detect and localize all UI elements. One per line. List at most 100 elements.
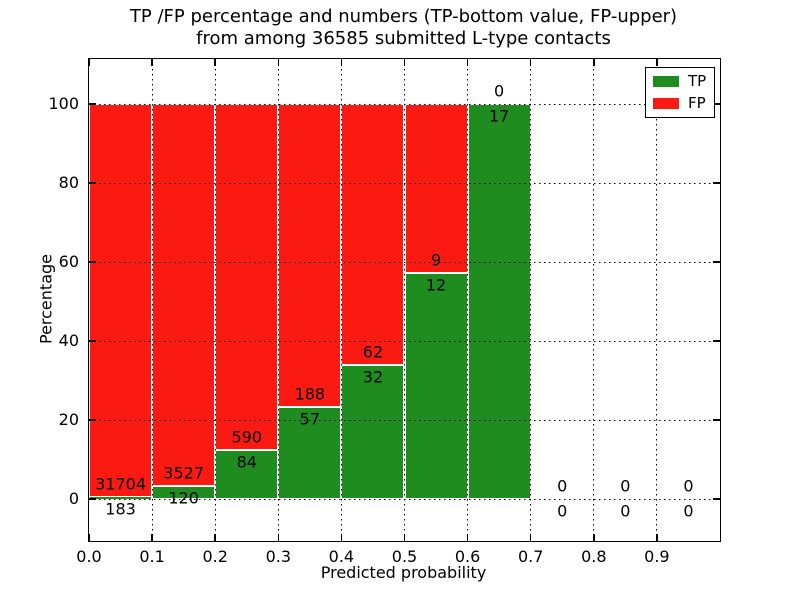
y-tick-mark-left (89, 498, 96, 500)
bar-tp-segment (215, 449, 279, 499)
chart-title: TP /FP percentage and numbers (TP-bottom… (88, 6, 719, 50)
gridline-vertical (151, 59, 153, 541)
x-tick-mark-top (214, 59, 216, 66)
gridline-vertical (530, 59, 532, 541)
x-tick-mark-bottom (214, 534, 216, 541)
y-tick-label: 0 (68, 489, 79, 508)
y-tick-mark-right (713, 498, 720, 500)
bar-fp-segment (152, 104, 216, 486)
fp-count-label: 0 (683, 476, 694, 496)
x-tick-mark-top (466, 59, 469, 66)
x-tick-label: 0.0 (76, 547, 102, 566)
tp-count-label: 0 (557, 501, 568, 521)
legend-label-tp: TP (688, 72, 707, 90)
bar-fp-segment (89, 104, 153, 497)
x-tick-label: 0.9 (644, 547, 670, 566)
bar-fp-segment (341, 104, 405, 365)
tp-count-label: 183 (105, 499, 136, 519)
y-tick-mark-right (713, 419, 720, 421)
y-tick-label: 100 (48, 94, 79, 113)
y-tick-label: 60 (58, 252, 79, 271)
y-tick-mark-right (713, 103, 720, 105)
fp-count-label: 0 (620, 476, 631, 496)
bar-fp-segment (404, 104, 468, 274)
gridline-vertical (277, 59, 279, 541)
x-tick-label: 0.2 (202, 547, 228, 566)
x-tick-label: 0.4 (328, 547, 355, 566)
y-tick-mark-left (89, 340, 96, 342)
x-tick-mark-bottom (151, 534, 153, 541)
y-tick-mark-right (713, 340, 720, 342)
tp-count-label: 57 (299, 409, 321, 429)
tp-count-label: 120 (168, 488, 199, 508)
fp-count-label: 590 (231, 427, 263, 447)
x-tick-label: 0.1 (139, 547, 165, 566)
tp-count-label: 32 (362, 367, 384, 387)
fp-count-label: 62 (362, 342, 384, 362)
tp-count-label: 17 (488, 106, 510, 126)
y-tick-mark-left (89, 419, 96, 421)
legend-swatch-tp (653, 76, 679, 87)
y-tick-label: 80 (58, 173, 79, 192)
fp-count-label: 0 (557, 476, 568, 496)
x-tick-mark-top (88, 59, 90, 66)
x-tick-label: 0.3 (265, 547, 292, 566)
bar-tp-segment (89, 496, 153, 499)
legend-item-tp: TP (653, 74, 706, 89)
x-tick-mark-top (277, 59, 280, 66)
fp-count-label: 3527 (163, 463, 204, 483)
y-tick-label: 20 (58, 410, 79, 429)
legend-item-fp: FP (653, 96, 706, 111)
x-tick-label: 0.8 (581, 547, 607, 566)
x-tick-mark-bottom (593, 534, 595, 541)
gridline-vertical (593, 59, 595, 541)
x-tick-mark-bottom (656, 534, 658, 541)
tp-count-label: 0 (620, 501, 631, 521)
bar-tp-segment (152, 486, 216, 499)
x-tick-mark-bottom (277, 534, 280, 541)
chart-title-line1: TP /FP percentage and numbers (TP-bottom… (129, 6, 678, 27)
y-tick-mark-left (89, 182, 96, 184)
legend-label-fp: FP (688, 94, 706, 112)
plot-area: TP FP 0 20 40 60 80 100 0.0 0.1 0.2 0.3 0.4 0.5 0.6 0.… (48, 58, 721, 566)
bar-tp-segment (467, 104, 531, 499)
tp-count-label: 0 (683, 501, 694, 521)
x-tick-mark-bottom (466, 534, 469, 541)
x-tick-mark-top (340, 59, 343, 66)
x-tick-label: 0.7 (517, 547, 544, 566)
x-tick-mark-top (529, 59, 532, 66)
x-tick-label: 0.5 (391, 547, 418, 566)
x-tick-label: 0.6 (454, 547, 481, 566)
x-tick-mark-bottom (340, 534, 343, 541)
tp-count-label: 12 (425, 275, 447, 295)
bar-fp-segment (278, 104, 342, 408)
gridline-vertical (214, 59, 216, 541)
fp-count-label: 9 (430, 250, 442, 270)
gridline-vertical (656, 59, 658, 541)
bar-tp-segment (278, 407, 342, 499)
fp-count-label: 31704 (95, 474, 146, 494)
fp-count-label: 188 (294, 384, 326, 404)
x-tick-mark-top (403, 59, 406, 66)
x-tick-mark-bottom (403, 534, 406, 541)
x-tick-mark-top (151, 59, 153, 66)
bar-tp-segment (404, 273, 468, 499)
x-tick-mark-top (656, 59, 658, 66)
x-axis-label: Predicted probability (320, 563, 487, 582)
gridline-vertical (340, 59, 342, 541)
chart-title-line2: from among 36585 submitted L-type contac… (196, 28, 611, 49)
tp-count-label: 84 (236, 452, 257, 472)
gridline-vertical (467, 59, 469, 541)
x-tick-mark-bottom (88, 534, 90, 541)
y-tick-label: 40 (58, 331, 79, 350)
y-tick-mark-right (713, 261, 720, 263)
bar-tp-segment (341, 364, 405, 499)
fp-count-label: 0 (494, 81, 505, 101)
y-tick-mark-right (713, 182, 720, 184)
gridline-vertical (404, 59, 405, 541)
x-tick-mark-bottom (529, 534, 532, 541)
legend: TP FP (645, 67, 716, 118)
legend-swatch-fp (653, 98, 679, 109)
bar-fp-segment (215, 104, 279, 450)
